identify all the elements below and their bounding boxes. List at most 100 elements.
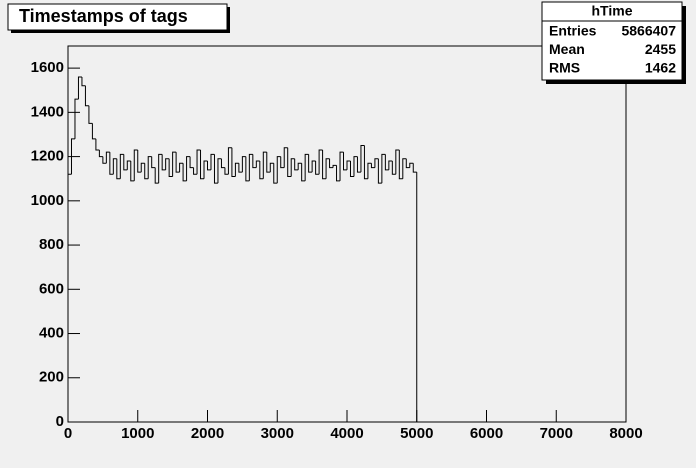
histogram-bin <box>276 156 281 184</box>
histogram-bin <box>398 149 403 180</box>
histogram-bin <box>339 151 344 181</box>
histogram-bin <box>88 105 93 124</box>
histogram-bin <box>290 158 295 177</box>
histogram-bin <box>144 163 149 180</box>
histogram-bin <box>301 163 306 182</box>
histogram-bin <box>154 167 159 184</box>
histogram-bin <box>238 163 243 173</box>
histogram-bin <box>189 156 194 169</box>
stats-box: hTime Entries 5866407 Mean 2455 RMS 1462 <box>541 1 686 84</box>
histogram-bin <box>409 162 414 168</box>
histogram-bin <box>332 164 337 168</box>
histogram-bin <box>196 149 201 175</box>
plot-frame <box>67 45 627 423</box>
histogram-bin <box>329 158 334 169</box>
histogram-bin <box>102 156 107 164</box>
histogram-bin <box>123 154 128 171</box>
y-tick-label: 800 <box>39 236 64 253</box>
x-tick-label: 6000 <box>470 425 503 442</box>
histogram-bin <box>70 138 75 175</box>
x-tick-label: 5000 <box>400 425 433 442</box>
x-tick-label: 7000 <box>540 425 573 442</box>
histogram-bin <box>343 152 347 171</box>
histogram-bin <box>349 161 354 177</box>
stats-value: 1462 <box>645 60 676 76</box>
histogram-bin <box>252 154 257 169</box>
histogram-bin <box>273 163 278 184</box>
histogram-bin <box>95 138 100 151</box>
chart-title: Timestamps of tags <box>19 6 188 26</box>
y-tick-label: 600 <box>39 280 64 297</box>
histogram-bin <box>213 154 218 184</box>
histogram-bin <box>336 165 341 182</box>
y-tick-label: 200 <box>39 369 64 386</box>
stats-label: RMS <box>549 60 580 76</box>
histogram-bin <box>77 76 82 100</box>
histogram-bin <box>325 158 330 179</box>
histogram-bin <box>311 160 316 173</box>
y-tick-label: 1600 <box>31 59 64 76</box>
histogram-bin <box>130 161 135 182</box>
y-tick-label: 400 <box>39 324 64 341</box>
histogram-bin <box>315 161 320 175</box>
histogram-bin <box>140 162 145 173</box>
histogram-bin <box>147 156 152 179</box>
histogram-bin <box>283 147 288 168</box>
stats-title: hTime <box>592 3 633 19</box>
histogram-bin <box>377 158 382 184</box>
histogram-bin <box>210 153 215 170</box>
histogram-bin <box>151 156 156 169</box>
histogram-bin <box>388 160 393 170</box>
histogram-bin <box>98 149 103 158</box>
histogram-bin <box>133 149 138 181</box>
histogram-bin <box>262 151 267 179</box>
stats-value: 5866407 <box>621 23 676 39</box>
histogram-bin <box>137 149 142 173</box>
histogram-bin <box>353 156 358 177</box>
histogram-bin <box>360 145 365 173</box>
histogram-bin <box>248 153 253 181</box>
title-box <box>7 3 228 31</box>
histogram-bin <box>259 161 264 180</box>
histogram-bin <box>391 161 396 175</box>
histogram-bin <box>245 156 250 182</box>
histogram-bin <box>105 151 110 164</box>
histogram-bin <box>175 152 180 173</box>
histogram-bin <box>227 147 232 175</box>
histogram-bin <box>119 153 124 179</box>
histogram-bin <box>116 158 121 180</box>
x-tick-label: 8000 <box>609 425 642 442</box>
histogram-bin <box>84 85 89 107</box>
histogram-bin <box>367 162 372 179</box>
histogram-bin <box>203 160 208 179</box>
y-tick-label: 1000 <box>31 192 64 209</box>
histogram-bin <box>182 163 187 182</box>
x-tick-label: 2000 <box>191 425 224 442</box>
histogram-bin <box>318 149 323 175</box>
histogram-bin <box>207 161 211 171</box>
x-tick-label: 1000 <box>121 425 154 442</box>
histogram-bin <box>193 167 198 175</box>
histogram-bin <box>165 158 170 170</box>
histogram-bin <box>200 149 205 180</box>
histogram-bin <box>67 173 72 422</box>
x-tick-label: 3000 <box>261 425 294 442</box>
histogram-bin <box>374 158 379 168</box>
histogram-bin <box>81 76 86 87</box>
histogram-bin <box>168 158 173 177</box>
histogram-bin <box>220 158 225 169</box>
histogram-bin <box>109 152 114 175</box>
x-tick-label: 0 <box>64 425 72 442</box>
histogram-bin <box>412 163 417 173</box>
histogram-bin <box>112 158 117 175</box>
histogram-bin <box>231 147 236 177</box>
histogram-bin <box>266 152 271 173</box>
histogram-bin <box>294 158 299 171</box>
histogram-bin <box>356 156 361 173</box>
stats-value: 2455 <box>645 41 676 57</box>
histogram-bin <box>269 162 274 173</box>
histogram-bin <box>172 151 177 177</box>
histogram-bin <box>224 167 229 175</box>
histogram-bin <box>255 160 260 168</box>
